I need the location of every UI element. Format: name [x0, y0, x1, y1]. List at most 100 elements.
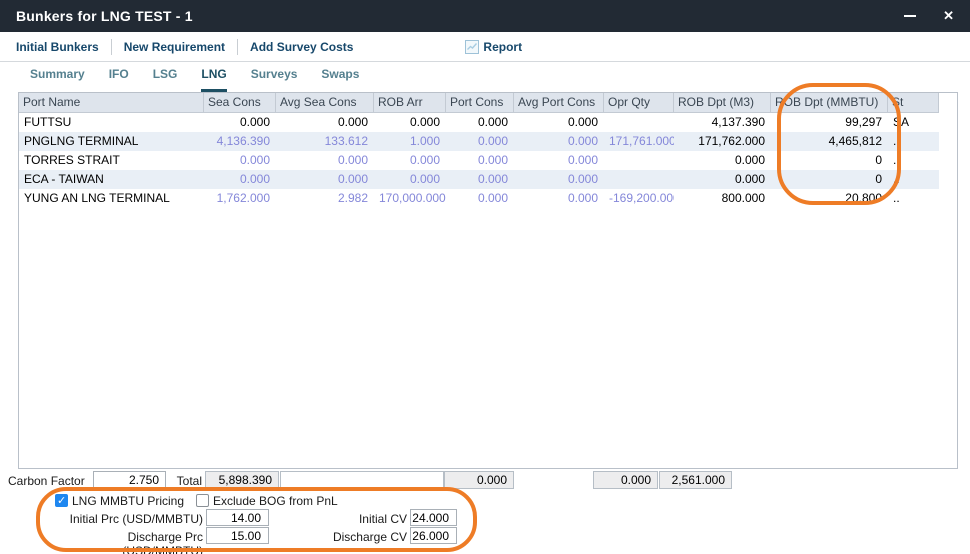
new-requirement-button[interactable]: New Requirement — [123, 39, 226, 54]
tab-lsg[interactable]: LSG — [152, 67, 178, 81]
opr-qty-total: 2,561.000 — [659, 471, 732, 489]
initial-bunkers-button[interactable]: Initial Bunkers — [16, 39, 99, 54]
column-header-rob-dpt-mmbtu[interactable]: ROB Dpt (MMBTU) — [771, 93, 888, 112]
opr-qty-cell[interactable] — [604, 113, 674, 132]
avg-sea-cons-cell[interactable]: 0.000 — [337, 153, 368, 167]
st-cell[interactable]: .. — [893, 191, 900, 205]
rob-dpt-mmbtu-cell[interactable]: 4,465,812 — [828, 134, 882, 148]
rob-arr-cell[interactable]: 0.000 — [409, 172, 440, 186]
exclude-bog-checkbox[interactable] — [196, 494, 209, 507]
discharge-cv-label: Discharge CV — [332, 530, 407, 544]
avg-sea-cons-cell[interactable]: 2.982 — [337, 191, 368, 205]
report-button[interactable]: Report — [465, 39, 523, 54]
avg-sea-cons-cell[interactable]: 0.000 — [337, 115, 368, 129]
port-cons-cell[interactable]: 0.000 — [477, 153, 508, 167]
avg-port-cons-cell[interactable]: 0.000 — [567, 172, 598, 186]
rob-dpt-m3-cell[interactable]: 0.000 — [734, 153, 765, 167]
column-header-rob-dpt-m3[interactable]: ROB Dpt (M3) — [674, 93, 771, 112]
rob-dpt-mmbtu-cell[interactable]: 0 — [875, 153, 882, 167]
report-label: Report — [483, 39, 523, 54]
avg-port-cons-cell[interactable]: 0.000 — [567, 115, 598, 129]
tab-summary[interactable]: Summary — [30, 67, 85, 81]
avg-port-cons-cell[interactable]: 0.000 — [567, 191, 598, 205]
discharge-prc-label: Discharge Prc (USD/MMBTU) — [122, 530, 203, 554]
avg-port-cons-cell[interactable]: 0.000 — [567, 134, 598, 148]
discharge-prc-input[interactable] — [206, 527, 269, 544]
port-cons-cell[interactable]: 0.000 — [477, 172, 508, 186]
port-name-cell[interactable]: ECA - TAIWAN — [24, 172, 104, 186]
lng-mmbtu-pricing-checkbox[interactable] — [55, 494, 68, 507]
port-name-cell[interactable]: TORRES STRAIT — [24, 153, 120, 167]
rob-arr-cell[interactable]: 0.000 — [409, 153, 440, 167]
opr-qty-cell[interactable]: -169,200.000 — [609, 191, 674, 205]
table-row[interactable]: YUNG AN LNG TERMINAL 1,762.000 2.982 170… — [19, 189, 939, 208]
opr-qty-cell[interactable] — [604, 151, 674, 170]
initial-cv-input[interactable] — [410, 509, 457, 526]
initial-prc-label: Initial Prc (USD/MMBTU) — [69, 512, 203, 526]
port-name-cell[interactable]: FUTTSU — [24, 115, 72, 129]
column-header-sea-cons[interactable]: Sea Cons — [204, 93, 276, 112]
st-cell[interactable]: SA — [893, 115, 910, 129]
rob-dpt-mmbtu-cell[interactable]: 0 — [875, 172, 882, 186]
st-cell[interactable]: .. — [893, 134, 900, 148]
add-survey-costs-button[interactable]: Add Survey Costs — [250, 39, 354, 54]
sea-cons-cell[interactable]: 0.000 — [239, 115, 270, 129]
port-cons-cell[interactable]: 0.000 — [477, 134, 508, 148]
lng-mmbtu-pricing-label: LNG MMBTU Pricing — [72, 494, 185, 508]
tab-swaps[interactable]: Swaps — [321, 67, 360, 81]
port-name-cell[interactable]: PNGLNG TERMINAL — [24, 134, 139, 148]
sea-cons-cell[interactable]: 0.000 — [239, 153, 270, 167]
discharge-cv-input[interactable] — [410, 527, 457, 544]
rob-dpt-mmbtu-cell[interactable]: 99,297 — [845, 115, 882, 129]
table-row[interactable]: FUTTSU 0.000 0.000 0.000 0.000 0.000 4,1… — [19, 113, 939, 132]
table-row[interactable]: ECA - TAIWAN 0.000 0.000 0.000 0.000 0.0… — [19, 170, 939, 189]
minimize-icon[interactable] — [903, 9, 917, 23]
tab-ifo[interactable]: IFO — [108, 67, 129, 81]
column-header-avg-sea-cons[interactable]: Avg Sea Cons — [276, 93, 374, 112]
st-cell[interactable]: .. — [893, 172, 900, 186]
column-header-port-cons[interactable]: Port Cons — [446, 93, 514, 112]
initial-prc-input[interactable] — [206, 509, 269, 526]
rob-dpt-m3-cell[interactable]: 4,137.390 — [711, 115, 765, 129]
rob-arr-cell[interactable]: 170,000.000 — [379, 191, 446, 205]
rob-dpt-m3-cell[interactable]: 0.000 — [734, 172, 765, 186]
rob-arr-cell[interactable]: 0.000 — [409, 115, 440, 129]
st-cell[interactable]: .. — [893, 153, 900, 167]
sea-cons-cell[interactable]: 0.000 — [239, 172, 270, 186]
totals-empty-box — [280, 471, 444, 489]
toolbar-separator — [110, 38, 112, 55]
column-header-rob-arr[interactable]: ROB Arr — [374, 93, 446, 112]
sea-cons-total: 5,898.390 — [205, 471, 279, 489]
carbon-factor-input[interactable] — [93, 471, 166, 489]
window-controls: ✕ — [903, 9, 970, 23]
port-cons-cell[interactable]: 0.000 — [477, 191, 508, 205]
rob-arr-cell[interactable]: 1.000 — [409, 134, 440, 148]
column-header-opr-qty[interactable]: Opr Qty — [604, 93, 674, 112]
table-row[interactable]: PNGLNG TERMINAL 4,136.390 133.612 1.000 … — [19, 132, 939, 151]
port-name-cell[interactable]: YUNG AN LNG TERMINAL — [24, 191, 170, 205]
port-cons-total: 0.000 — [444, 471, 514, 489]
opr-qty-cell[interactable] — [604, 170, 674, 189]
tab-bar: Summary IFO LSG LNG Surveys Swaps — [0, 62, 970, 92]
column-header-st[interactable]: St — [888, 93, 939, 112]
rob-dpt-m3-cell[interactable]: 171,762.000 — [698, 134, 765, 148]
close-icon[interactable]: ✕ — [943, 8, 954, 23]
column-header-avg-port-cons[interactable]: Avg Port Cons — [514, 93, 604, 112]
tab-lng[interactable]: LNG — [201, 67, 227, 92]
sea-cons-cell[interactable]: 1,762.000 — [216, 191, 270, 205]
rob-dpt-mmbtu-cell[interactable]: 20,800 — [845, 191, 882, 205]
avg-sea-cons-cell[interactable]: 133.612 — [324, 134, 368, 148]
avg-port-cons-cell[interactable]: 0.000 — [567, 153, 598, 167]
titlebar: Bunkers for LNG TEST - 1 ✕ — [0, 0, 970, 32]
opr-qty-cell[interactable]: 171,761.000 — [609, 134, 674, 148]
port-cons-cell[interactable]: 0.000 — [477, 115, 508, 129]
table-body: FUTTSU 0.000 0.000 0.000 0.000 0.000 4,1… — [19, 113, 957, 208]
column-header-port-name[interactable]: Port Name — [19, 93, 204, 112]
tab-surveys[interactable]: Surveys — [250, 67, 298, 81]
bunkers-table: Port Name Sea Cons Avg Sea Cons ROB Arr … — [18, 92, 958, 469]
toolbar: Initial Bunkers New Requirement Add Surv… — [0, 32, 970, 62]
rob-dpt-m3-cell[interactable]: 800.000 — [721, 191, 765, 205]
table-row[interactable]: TORRES STRAIT 0.000 0.000 0.000 0.000 0.… — [19, 151, 939, 170]
avg-sea-cons-cell[interactable]: 0.000 — [337, 172, 368, 186]
sea-cons-cell[interactable]: 4,136.390 — [216, 134, 270, 148]
